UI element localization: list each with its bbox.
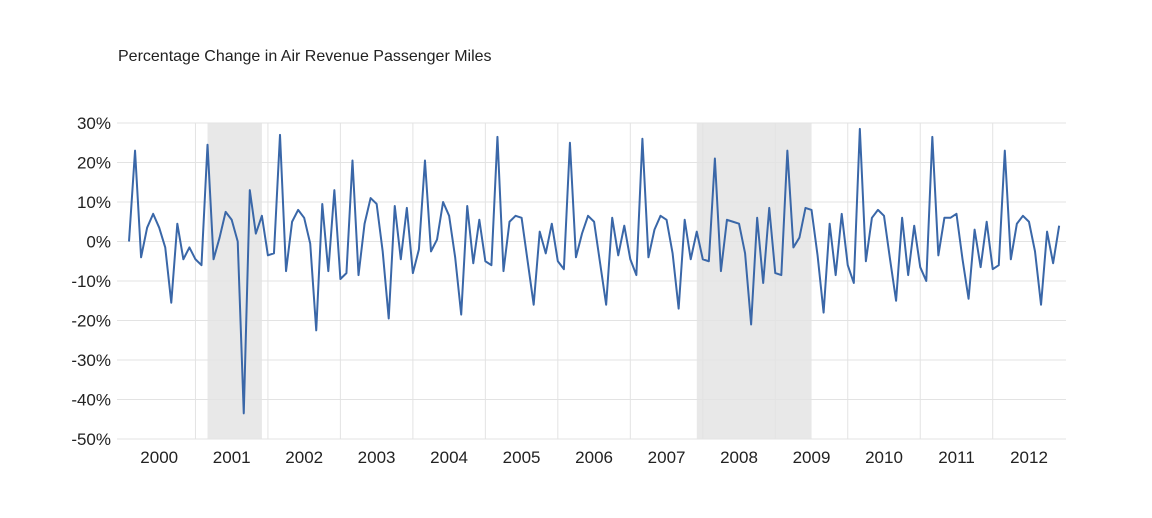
y-tick-label: 10% bbox=[77, 193, 111, 212]
y-tick-label: -30% bbox=[71, 351, 111, 370]
x-tick-label: 2000 bbox=[140, 448, 178, 467]
x-tick-label: 2004 bbox=[430, 448, 468, 467]
series-line-layer bbox=[128, 127, 1061, 415]
x-tick-label: 2007 bbox=[648, 448, 686, 467]
y-axis-ticks: 30% 20% 10% 0% -10% -20% -30% -40% -50% bbox=[71, 114, 111, 449]
x-tick-label: 2003 bbox=[358, 448, 396, 467]
y-tick-label: -20% bbox=[71, 312, 111, 331]
x-tick-label: 2006 bbox=[575, 448, 613, 467]
chart-title: Percentage Change in Air Revenue Passeng… bbox=[118, 48, 492, 65]
x-tick-label: 2002 bbox=[285, 448, 323, 467]
y-tick-label: 30% bbox=[77, 114, 111, 133]
x-tick-label: 2008 bbox=[720, 448, 758, 467]
y-tick-label: 20% bbox=[77, 154, 111, 173]
y-tick-label: -40% bbox=[71, 391, 111, 410]
x-tick-label: 2010 bbox=[865, 448, 903, 467]
x-axis-ticks: 2000 2001 2002 2003 2004 2005 2006 2007 2008 2009… bbox=[140, 448, 1048, 467]
x-tick-label: 2005 bbox=[503, 448, 541, 467]
y-tick-label: -10% bbox=[71, 272, 111, 291]
x-tick-label: 2012 bbox=[1010, 448, 1048, 467]
y-tick-label: -50% bbox=[71, 430, 111, 449]
series-line-1 bbox=[128, 127, 1061, 415]
gridlines bbox=[117, 122, 1066, 440]
y-tick-label: 0% bbox=[86, 233, 111, 252]
x-tick-label: 2011 bbox=[938, 448, 975, 467]
x-tick-label: 2009 bbox=[793, 448, 831, 467]
x-tick-label: 2001 bbox=[213, 448, 251, 467]
